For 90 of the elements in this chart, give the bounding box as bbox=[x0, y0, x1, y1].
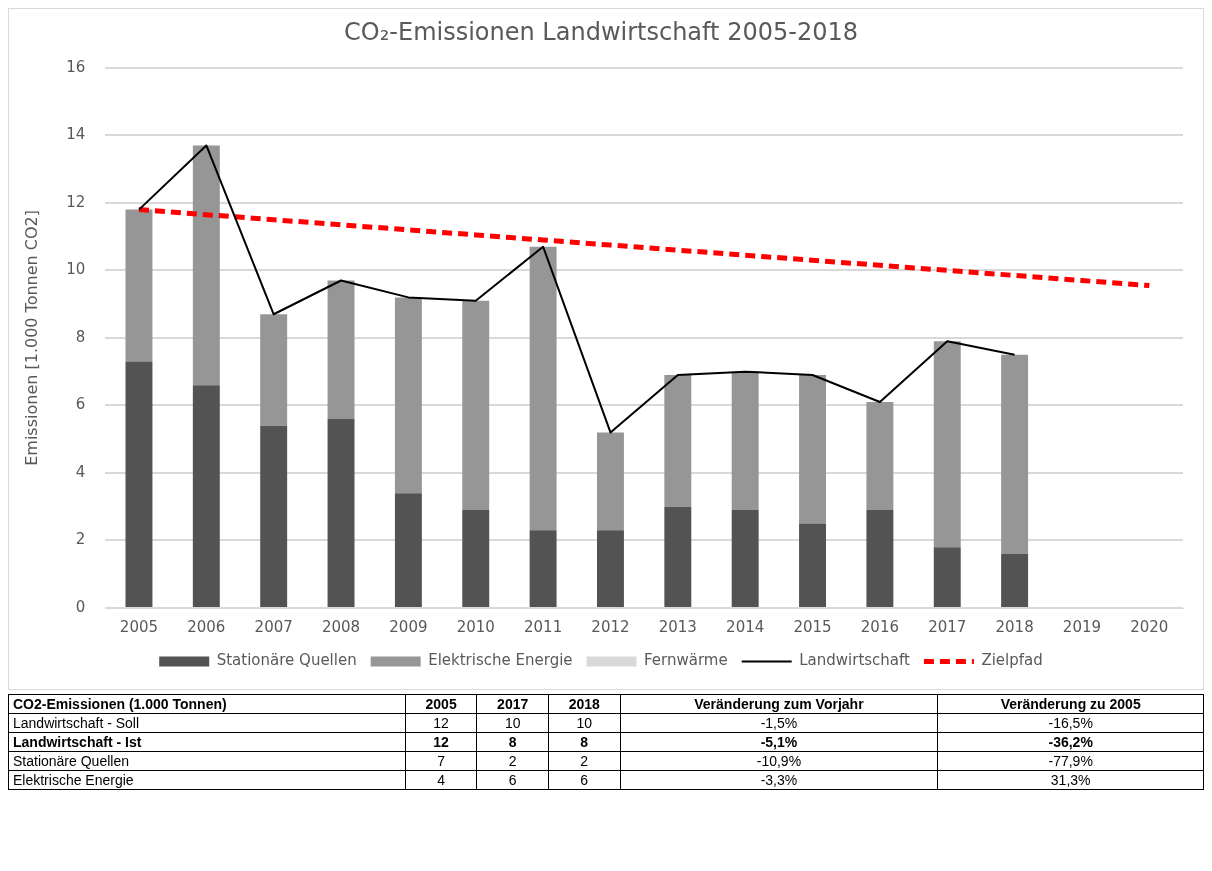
x-tick-label: 2017 bbox=[928, 617, 967, 636]
y-tick-label: 8 bbox=[75, 327, 86, 346]
y-tick-label: 12 bbox=[66, 192, 86, 211]
bar bbox=[462, 510, 490, 607]
bar bbox=[866, 510, 894, 607]
text: -10,9% bbox=[620, 751, 938, 771]
text: 2005 bbox=[405, 694, 477, 714]
bar bbox=[462, 300, 490, 511]
y-tick-label: 14 bbox=[66, 125, 86, 144]
y-tick-label: 10 bbox=[66, 260, 86, 279]
text: 10 bbox=[476, 713, 549, 733]
chart-title: CO₂-Emissionen Landwirtschaft 2005-2018 bbox=[344, 17, 858, 46]
text: 7 bbox=[405, 751, 477, 771]
bar bbox=[596, 530, 624, 607]
y-axis-title: Emissionen [1.000 Tonnen CO2] bbox=[21, 210, 41, 466]
bar bbox=[125, 209, 153, 362]
text: Veränderung zum Vorjahr bbox=[620, 694, 938, 714]
bar bbox=[327, 418, 355, 607]
text: 12 bbox=[405, 732, 477, 752]
bar bbox=[327, 280, 355, 419]
legend-label: Fernwärme bbox=[644, 651, 728, 670]
y-tick-label: 4 bbox=[75, 462, 86, 481]
bar bbox=[731, 510, 759, 607]
text: 10 bbox=[548, 713, 621, 733]
bar bbox=[192, 385, 220, 607]
y-tick-label: 16 bbox=[66, 57, 86, 76]
x-tick-label: 2020 bbox=[1130, 617, 1169, 636]
bar bbox=[799, 375, 827, 524]
y-tick-label: 0 bbox=[75, 597, 86, 616]
y-tick-label: 2 bbox=[75, 530, 86, 549]
text: 31,3% bbox=[937, 770, 1204, 790]
legend-label: Zielpfad bbox=[981, 651, 1043, 670]
x-tick-label: 2013 bbox=[658, 617, 697, 636]
bar bbox=[799, 523, 827, 607]
text: -3,3% bbox=[620, 770, 938, 790]
bar bbox=[192, 145, 220, 386]
text: Elektrische Energie bbox=[8, 770, 406, 790]
bar bbox=[529, 530, 557, 607]
text: 8 bbox=[476, 732, 549, 752]
text: -77,9% bbox=[937, 751, 1204, 771]
bar bbox=[933, 341, 961, 548]
x-tick-label: 2008 bbox=[321, 617, 361, 636]
text: 4 bbox=[405, 770, 477, 790]
x-tick-label: 2011 bbox=[524, 617, 563, 636]
legend-label: Landwirtschaft bbox=[799, 651, 911, 670]
x-tick-label: 2010 bbox=[456, 617, 495, 636]
bar bbox=[933, 547, 961, 607]
text: 2 bbox=[548, 751, 621, 771]
bar bbox=[866, 402, 894, 511]
bar bbox=[260, 314, 288, 426]
x-tick-label: 2005 bbox=[119, 617, 159, 636]
legend-label: Elektrische Energie bbox=[428, 651, 573, 670]
text: Landwirtschaft - Soll bbox=[8, 713, 406, 733]
text: -1,5% bbox=[620, 713, 938, 733]
x-tick-label: 2006 bbox=[187, 617, 226, 636]
bar bbox=[1001, 354, 1029, 554]
bar bbox=[394, 297, 422, 494]
x-tick-label: 2014 bbox=[726, 617, 765, 636]
x-tick-label: 2015 bbox=[793, 617, 832, 636]
x-tick-label: 2007 bbox=[254, 617, 293, 636]
text: -16,5% bbox=[937, 713, 1204, 733]
text: 2 bbox=[476, 751, 549, 771]
text: CO2-Emissionen (1.000 Tonnen) bbox=[8, 694, 406, 714]
bar bbox=[731, 371, 759, 511]
bar bbox=[260, 425, 288, 607]
bar bbox=[125, 361, 153, 607]
text: 8 bbox=[548, 732, 621, 752]
text: 12 bbox=[405, 713, 477, 733]
text: Landwirtschaft - Ist bbox=[8, 732, 406, 752]
bar bbox=[664, 375, 692, 507]
x-tick-label: 2019 bbox=[1062, 617, 1102, 636]
text: 2018 bbox=[548, 694, 621, 714]
bar bbox=[596, 432, 624, 531]
bar bbox=[664, 506, 692, 607]
text: -36,2% bbox=[937, 732, 1204, 752]
bar bbox=[394, 493, 422, 607]
text: 2017 bbox=[476, 694, 549, 714]
text: 6 bbox=[548, 770, 621, 790]
x-tick-label: 2018 bbox=[995, 617, 1034, 636]
y-tick-label: 6 bbox=[75, 395, 86, 414]
text: Veränderung zu 2005 bbox=[937, 694, 1204, 714]
x-tick-label: 2012 bbox=[591, 617, 630, 636]
text: Stationäre Quellen bbox=[8, 751, 406, 771]
x-tick-label: 2016 bbox=[860, 617, 899, 636]
text: 6 bbox=[476, 770, 549, 790]
text: -5,1% bbox=[620, 732, 938, 752]
legend-label: Stationäre Quellen bbox=[216, 651, 357, 670]
bar bbox=[1001, 553, 1029, 607]
bar bbox=[529, 246, 557, 531]
x-tick-label: 2009 bbox=[389, 617, 428, 636]
